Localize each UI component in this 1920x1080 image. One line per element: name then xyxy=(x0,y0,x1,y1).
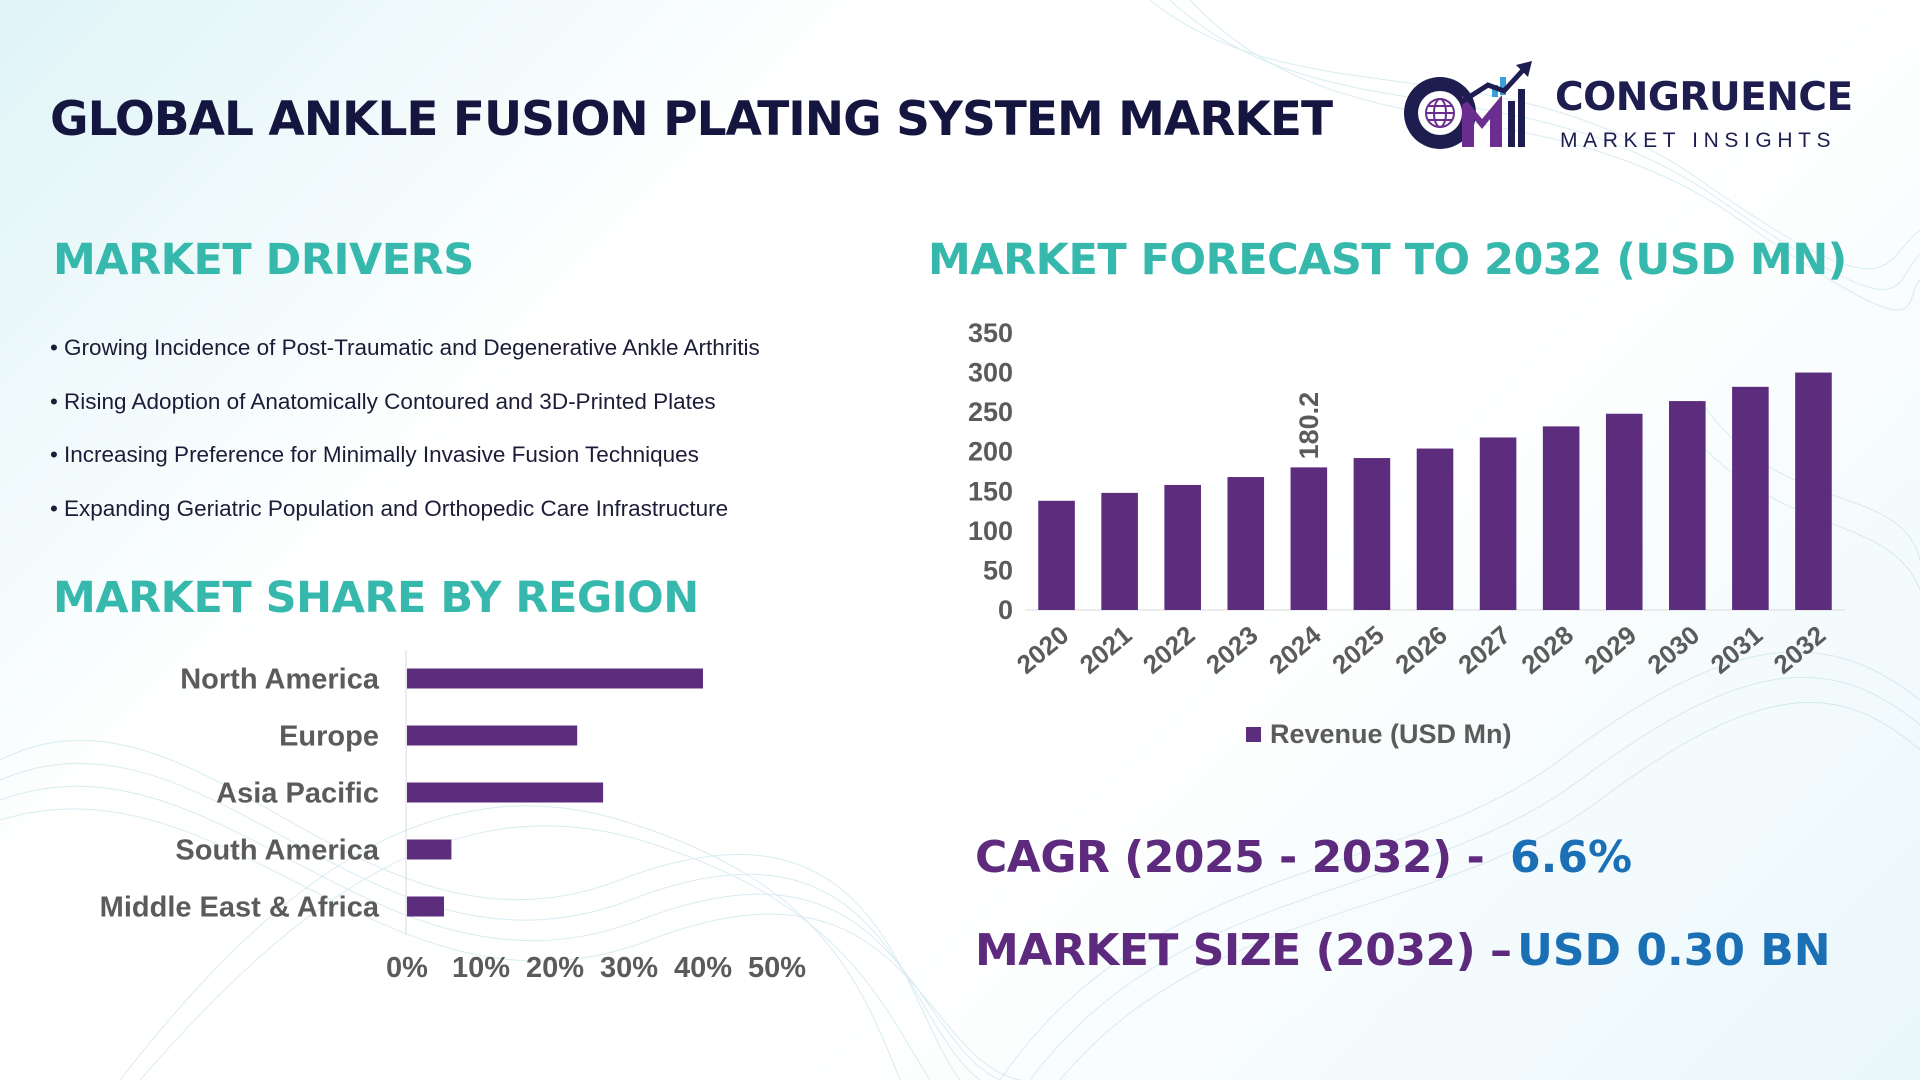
forecast-bar xyxy=(1605,413,1643,610)
growth-arrow-icon xyxy=(1458,67,1526,106)
bullet-icon: • xyxy=(50,335,58,360)
y-tick-label: 50 xyxy=(983,555,1013,585)
y-tick-label: 200 xyxy=(968,437,1013,467)
bullet-icon: • xyxy=(50,442,58,467)
x-tick-label: 2026 xyxy=(1389,620,1453,680)
x-tick-label: 2031 xyxy=(1705,620,1769,680)
forecast-bar xyxy=(1542,426,1580,610)
driver-text: Increasing Preference for Minimally Inva… xyxy=(64,442,699,467)
x-tick-label: 2029 xyxy=(1578,620,1642,680)
globe-icon xyxy=(1425,98,1455,128)
x-tick-label: 10% xyxy=(452,952,510,984)
driver-text: Expanding Geriatric Population and Ortho… xyxy=(64,495,729,521)
forecast-bar xyxy=(1038,500,1075,610)
y-tick-label: 300 xyxy=(968,358,1013,388)
x-tick-label: 20% xyxy=(526,952,584,984)
growth-bars-icon xyxy=(1492,77,1525,147)
x-tick-label: 2021 xyxy=(1074,620,1138,680)
market-size-label: MARKET SIZE (2032) – xyxy=(975,925,1512,976)
x-tick-label: 30% xyxy=(600,952,658,984)
forecast-bar xyxy=(1669,401,1706,610)
region-bar xyxy=(407,896,444,917)
forecast-bar xyxy=(1479,437,1517,610)
x-tick-label: 2020 xyxy=(1011,620,1075,680)
forecast-bar xyxy=(1101,492,1138,610)
drivers-list: • Growing Incidence of Post-Traumatic and… xyxy=(50,330,760,544)
forecast-bar xyxy=(1795,372,1832,610)
forecast-bar xyxy=(1227,477,1265,610)
x-tick-label: 50% xyxy=(748,952,806,984)
x-tick-label: 2022 xyxy=(1137,620,1201,680)
cagr-stat: CAGR (2025 - 2032) - 6.6% xyxy=(975,832,1632,883)
x-tick-label: 40% xyxy=(674,952,732,984)
region-label: South America xyxy=(175,835,379,867)
y-tick-label: 0 xyxy=(998,595,1013,625)
region-label: Europe xyxy=(279,721,379,753)
x-tick-label: 2023 xyxy=(1200,620,1264,680)
market-share-title: MARKET SHARE BY REGION xyxy=(53,573,699,623)
cagr-value: 6.6% xyxy=(1510,832,1633,883)
forecast-bar xyxy=(1416,448,1454,610)
page-title: GLOBAL ANKLE FUSION PLATING SYSTEM MARKE… xyxy=(50,92,1333,147)
y-tick-label: 100 xyxy=(968,516,1013,546)
x-tick-label: 2025 xyxy=(1326,620,1390,680)
brand-subtitle: MARKET INSIGHTS xyxy=(1560,129,1837,152)
market-drivers-title: MARKET DRIVERS xyxy=(53,235,474,285)
region-label: North America xyxy=(180,664,380,696)
x-tick-label: 2027 xyxy=(1452,620,1516,680)
region-bar xyxy=(407,725,578,746)
x-tick-label: 0% xyxy=(386,952,428,984)
y-tick-label: 350 xyxy=(968,318,1013,348)
legend-swatch xyxy=(1246,727,1261,742)
forecast-bar xyxy=(1164,484,1201,610)
market-size-value: USD 0.30 BN xyxy=(1517,925,1831,976)
region-bar xyxy=(407,668,703,689)
x-tick-label: 2028 xyxy=(1515,620,1579,680)
driver-item: • Increasing Preference for Minimally Inv… xyxy=(50,437,760,491)
bullet-icon: • xyxy=(50,495,58,521)
region-label: Asia Pacific xyxy=(216,778,379,810)
chart-legend: Revenue (USD Mn) xyxy=(1246,719,1512,749)
x-tick-label: 2032 xyxy=(1768,620,1832,680)
brand-logo: CONGRUENCE MARKET INSIGHTS xyxy=(1400,55,1870,160)
forecast-bar xyxy=(1732,386,1769,610)
y-tick-label: 250 xyxy=(968,397,1013,427)
data-label: 180.2 xyxy=(1294,392,1324,460)
region-bar xyxy=(407,782,604,803)
region-label: Middle East & Africa xyxy=(100,892,380,924)
logo-mark xyxy=(1404,61,1532,149)
logo-m-shape xyxy=(1462,95,1502,147)
forecast-bar xyxy=(1353,458,1391,610)
market-size-stat: MARKET SIZE (2032) – USD 0.30 BN xyxy=(975,925,1831,976)
forecast-bar xyxy=(1290,467,1328,610)
driver-text: Growing Incidence of Post-Traumatic and … xyxy=(64,335,760,360)
bullet-icon: • xyxy=(50,388,58,414)
market-forecast-title: MARKET FORECAST TO 2032 (USD MN) xyxy=(928,235,1847,285)
legend-label: Revenue (USD Mn) xyxy=(1270,719,1512,749)
region-bar-chart: North America Europe Asia Pacific South Ame… xyxy=(100,650,806,984)
x-tick-label: 2030 xyxy=(1642,620,1706,680)
driver-item: • Rising Adoption of Anatomically Contour… xyxy=(50,384,760,438)
brand-name: CONGRUENCE xyxy=(1555,75,1853,120)
y-tick-label: 150 xyxy=(968,476,1013,506)
driver-text: Rising Adoption of Anatomically Contoure… xyxy=(64,388,716,414)
cagr-label: CAGR (2025 - 2032) - xyxy=(975,832,1485,883)
x-tick-label: 2024 xyxy=(1263,619,1327,680)
driver-item: • Expanding Geriatric Population and Orth… xyxy=(50,491,760,545)
region-bar xyxy=(407,839,452,860)
driver-item: • Growing Incidence of Post-Traumatic and… xyxy=(50,330,760,384)
